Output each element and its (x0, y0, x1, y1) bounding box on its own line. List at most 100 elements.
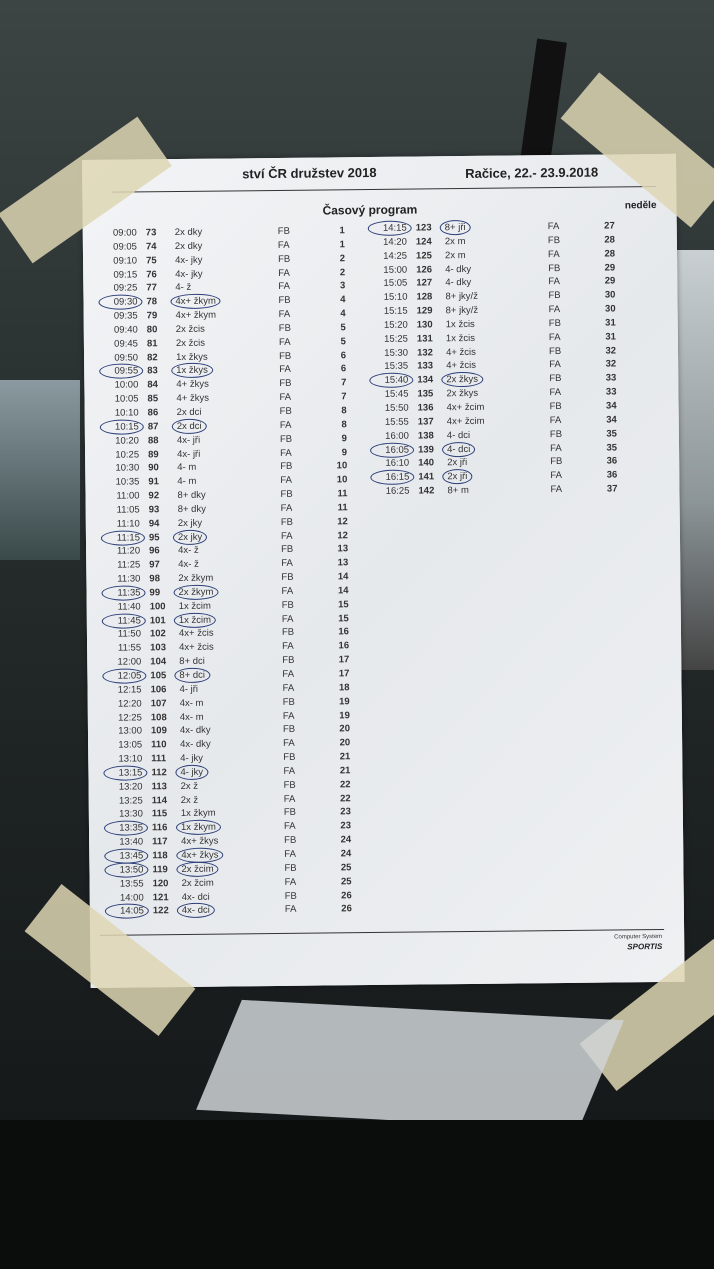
race-heat: 18 (338, 682, 350, 694)
race-time: 13:30 (119, 808, 143, 821)
race-heat: 2 (339, 252, 346, 264)
race-lane: FB (282, 724, 296, 736)
race-number: 90 (148, 462, 159, 474)
race-lane: FB (279, 378, 292, 390)
race-time: 15:20 (383, 319, 408, 331)
race-time: 16:00 (385, 430, 409, 442)
race-heat: 3 (339, 280, 346, 292)
race-category: 4x+ žcis (179, 641, 214, 654)
race-number: 117 (152, 836, 168, 848)
race-category: 4- dci (446, 429, 471, 441)
race-lane: FB (282, 654, 295, 667)
race-heat: 10 (336, 460, 348, 472)
race-lane: FA (283, 765, 296, 777)
race-lane: FB (284, 862, 297, 874)
race-number: 85 (147, 393, 159, 405)
race-number: 138 (417, 429, 434, 442)
race-number: 74 (145, 241, 157, 253)
race-time: 15:50 (384, 402, 409, 414)
race-category: 2x jři (447, 457, 468, 469)
race-heat: 8 (341, 419, 347, 431)
race-time: 09:55 (99, 363, 144, 380)
race-heat: 15 (338, 612, 349, 624)
race-lane: FA (279, 364, 291, 376)
race-lane: FA (284, 876, 297, 888)
race-number: 78 (146, 296, 158, 308)
race-time: 11:25 (117, 559, 141, 571)
race-time: 15:10 (383, 291, 408, 304)
race-time: 13:20 (118, 781, 143, 793)
race-heat: 25 (340, 862, 352, 874)
race-lane: FB (279, 433, 293, 445)
race-heat: 14 (337, 571, 349, 583)
race-category: 2x dky (174, 226, 203, 239)
race-category: 4- dci (441, 441, 476, 457)
race-heat: 32 (605, 358, 617, 370)
race-category: 4- m (177, 476, 197, 488)
race-lane: FB (283, 779, 296, 791)
race-lane: FA (549, 387, 562, 399)
race-number: 110 (151, 739, 167, 751)
race-category: 4x- ž (178, 559, 199, 571)
race-lane: FA (549, 414, 562, 426)
race-number: 141 (418, 471, 435, 483)
race-heat: 21 (339, 751, 351, 763)
race-category: 1x žkym (180, 808, 216, 820)
race-heat: 27 (604, 220, 615, 232)
race-time: 14:05 (104, 903, 149, 920)
race-time: 10:20 (115, 435, 139, 447)
race-category: 2x m (444, 249, 466, 261)
race-time: 11:05 (116, 504, 140, 516)
race-heat: 6 (340, 363, 347, 375)
race-number: 81 (146, 337, 158, 350)
race-heat: 8 (341, 405, 347, 417)
race-lane: FB (281, 544, 294, 556)
race-category: 4x+ žkys (176, 847, 224, 864)
race-time: 14:25 (383, 250, 408, 262)
race-number: 136 (417, 402, 434, 414)
race-number: 92 (148, 490, 160, 502)
race-time: 16:05 (369, 442, 415, 458)
race-heat: 28 (604, 234, 615, 246)
race-number: 114 (151, 794, 168, 806)
race-heat: 9 (341, 432, 347, 444)
schedule-column-right: 14:15 123 8+ jři FA 27 14:20 124 2x m FB 28 14:25 1… (367, 219, 618, 500)
race-number: 102 (149, 628, 166, 640)
race-category: 8+ jky/ž (445, 304, 479, 317)
window-background-left (0, 380, 80, 560)
race-number: 127 (416, 277, 433, 289)
race-time: 15:55 (384, 416, 409, 428)
race-number: 98 (149, 573, 161, 585)
race-number: 122 (152, 905, 169, 917)
race-time: 09:00 (112, 227, 137, 239)
race-heat: 20 (339, 737, 351, 749)
race-heat: 25 (340, 875, 352, 887)
race-number: 94 (148, 517, 160, 530)
race-time: 12:05 (102, 668, 147, 684)
race-lane: FA (278, 308, 291, 321)
day-label: neděle (624, 199, 657, 212)
race-number: 111 (151, 753, 167, 765)
race-heat: 22 (339, 778, 351, 791)
race-heat: 19 (339, 695, 350, 708)
race-heat: 11 (337, 502, 348, 514)
race-lane: FA (281, 613, 294, 625)
race-number: 97 (149, 559, 160, 571)
race-time: 10:35 (115, 476, 140, 488)
race-heat: 12 (337, 515, 348, 528)
race-heat: 7 (340, 377, 347, 389)
race-time: 09:40 (113, 324, 138, 336)
race-number: 77 (146, 282, 157, 294)
race-category: 2x m (444, 235, 466, 248)
race-category: 2x žkys (441, 372, 484, 388)
race-lane: FA (548, 331, 561, 343)
race-time: 09:45 (114, 338, 138, 350)
race-category: 4x- jři (177, 448, 201, 460)
race-category: 1x žkys (176, 351, 208, 363)
race-lane: FB (548, 317, 561, 330)
race-category: 1x žcim (173, 612, 217, 628)
race-number: 82 (147, 351, 158, 363)
race-heat: 9 (341, 446, 348, 458)
race-category: 4- dky (445, 263, 472, 275)
race-time: 09:05 (113, 241, 137, 253)
